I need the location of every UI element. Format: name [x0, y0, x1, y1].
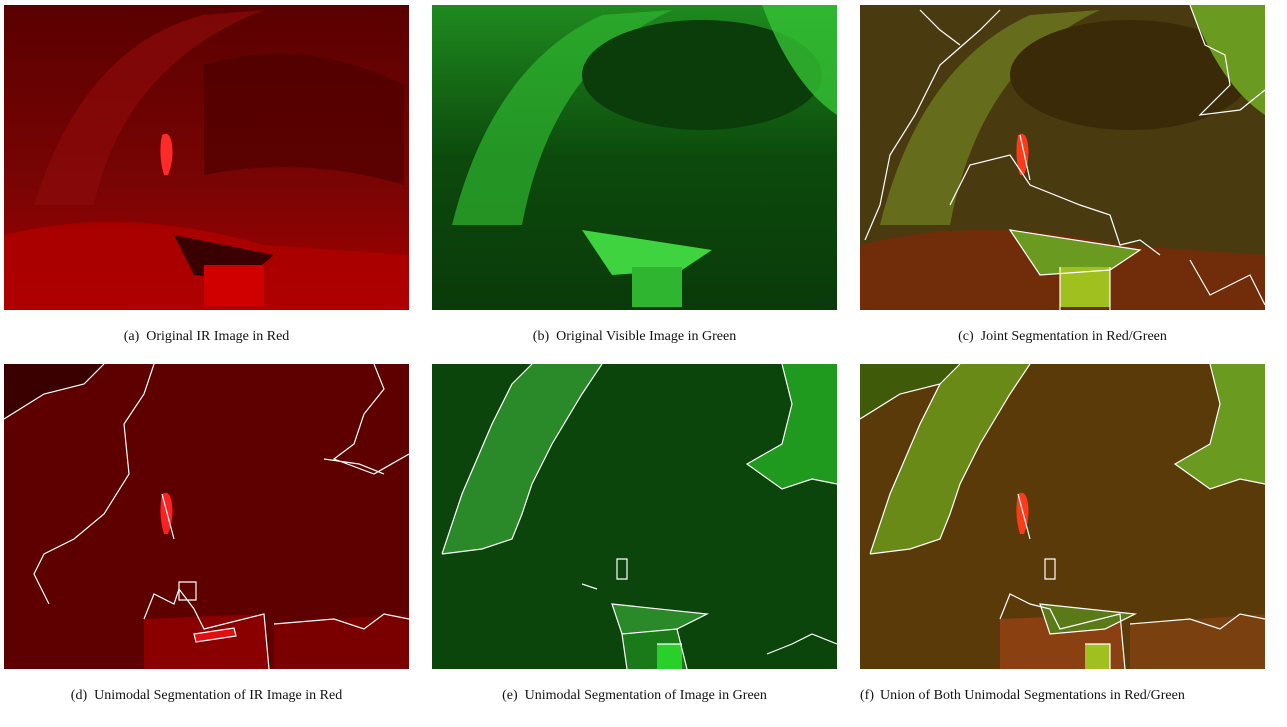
image-region [204, 265, 264, 305]
caption-text: Unimodal Segmentation of IR Image in Red [94, 688, 342, 703]
caption-text: Union of Both Unimodal Segmentations in … [880, 687, 1185, 704]
caption: (d) Unimodal Segmentation of IR Image in… [4, 687, 409, 704]
caption-text: Unimodal Segmentation of Image in Green [525, 688, 767, 703]
caption-label: (d) [71, 688, 87, 703]
caption-label: (c) [958, 329, 974, 344]
union-segmentation-image [860, 364, 1265, 669]
image-region [204, 54, 404, 185]
caption: (a) Original IR Image in Red [4, 328, 409, 345]
caption-text: Original Visible Image in Green [556, 329, 736, 344]
caption: (b) Original Visible Image in Green [432, 328, 837, 345]
panel: (a) Original IR Image in Red [4, 5, 409, 345]
panel: (b) Original Visible Image in Green [432, 5, 837, 345]
caption: (f) Union of Both Unimodal Segmentations … [860, 687, 1265, 704]
ir-segmentation-image [4, 364, 409, 669]
caption: (e) Unimodal Segmentation of Image in Gr… [432, 687, 837, 704]
panel: (c) Joint Segmentation in Red/Green [860, 5, 1265, 345]
image-region [1085, 644, 1110, 669]
image-region [144, 614, 269, 669]
panel: (d) Unimodal Segmentation of IR Image in… [4, 364, 409, 704]
image-region [632, 267, 682, 307]
ir-image [4, 5, 409, 310]
image-region [657, 644, 682, 669]
caption-label: (f) [860, 687, 874, 704]
visible-segmentation-image [432, 364, 837, 669]
joint-segmentation-image [860, 5, 1265, 310]
caption-text: Original IR Image in Red [146, 329, 289, 344]
panel: (f) Union of Both Unimodal Segmentations … [860, 364, 1265, 704]
visible-image [432, 5, 837, 310]
caption: (c) Joint Segmentation in Red/Green [860, 328, 1265, 345]
panel: (e) Unimodal Segmentation of Image in Gr… [432, 364, 837, 704]
figure: (a) Original IR Image in Red (b) Origina… [0, 0, 1287, 727]
caption-label: (a) [124, 329, 140, 344]
caption-label: (b) [533, 329, 549, 344]
caption-text: Joint Segmentation in Red/Green [981, 329, 1167, 344]
caption-label: (e) [502, 688, 518, 703]
